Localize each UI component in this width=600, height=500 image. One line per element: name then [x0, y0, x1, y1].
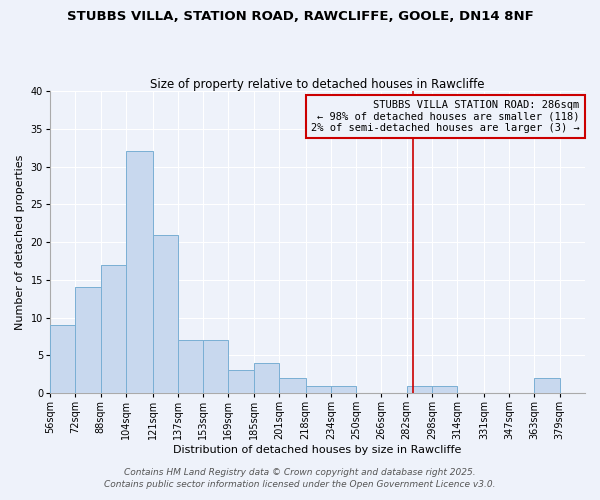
Text: STUBBS VILLA STATION ROAD: 286sqm
← 98% of detached houses are smaller (118)
2% : STUBBS VILLA STATION ROAD: 286sqm ← 98% … [311, 100, 580, 134]
Bar [432, 386, 457, 393]
X-axis label: Distribution of detached houses by size in Rawcliffe: Distribution of detached houses by size … [173, 445, 461, 455]
Bar [407, 386, 432, 393]
Text: Contains HM Land Registry data © Crown copyright and database right 2025.
Contai: Contains HM Land Registry data © Crown c… [104, 468, 496, 489]
Bar [331, 386, 356, 393]
Text: STUBBS VILLA, STATION ROAD, RAWCLIFFE, GOOLE, DN14 8NF: STUBBS VILLA, STATION ROAD, RAWCLIFFE, G… [67, 10, 533, 23]
Bar [178, 340, 203, 393]
Bar [152, 234, 178, 393]
Bar [229, 370, 254, 393]
Bar [279, 378, 305, 393]
Title: Size of property relative to detached houses in Rawcliffe: Size of property relative to detached ho… [150, 78, 485, 91]
Bar [535, 378, 560, 393]
Bar [101, 264, 126, 393]
Bar [254, 363, 279, 393]
Bar [126, 152, 152, 393]
Bar [50, 325, 75, 393]
Bar [203, 340, 229, 393]
Bar [75, 288, 101, 393]
Bar [305, 386, 331, 393]
Y-axis label: Number of detached properties: Number of detached properties [15, 154, 25, 330]
